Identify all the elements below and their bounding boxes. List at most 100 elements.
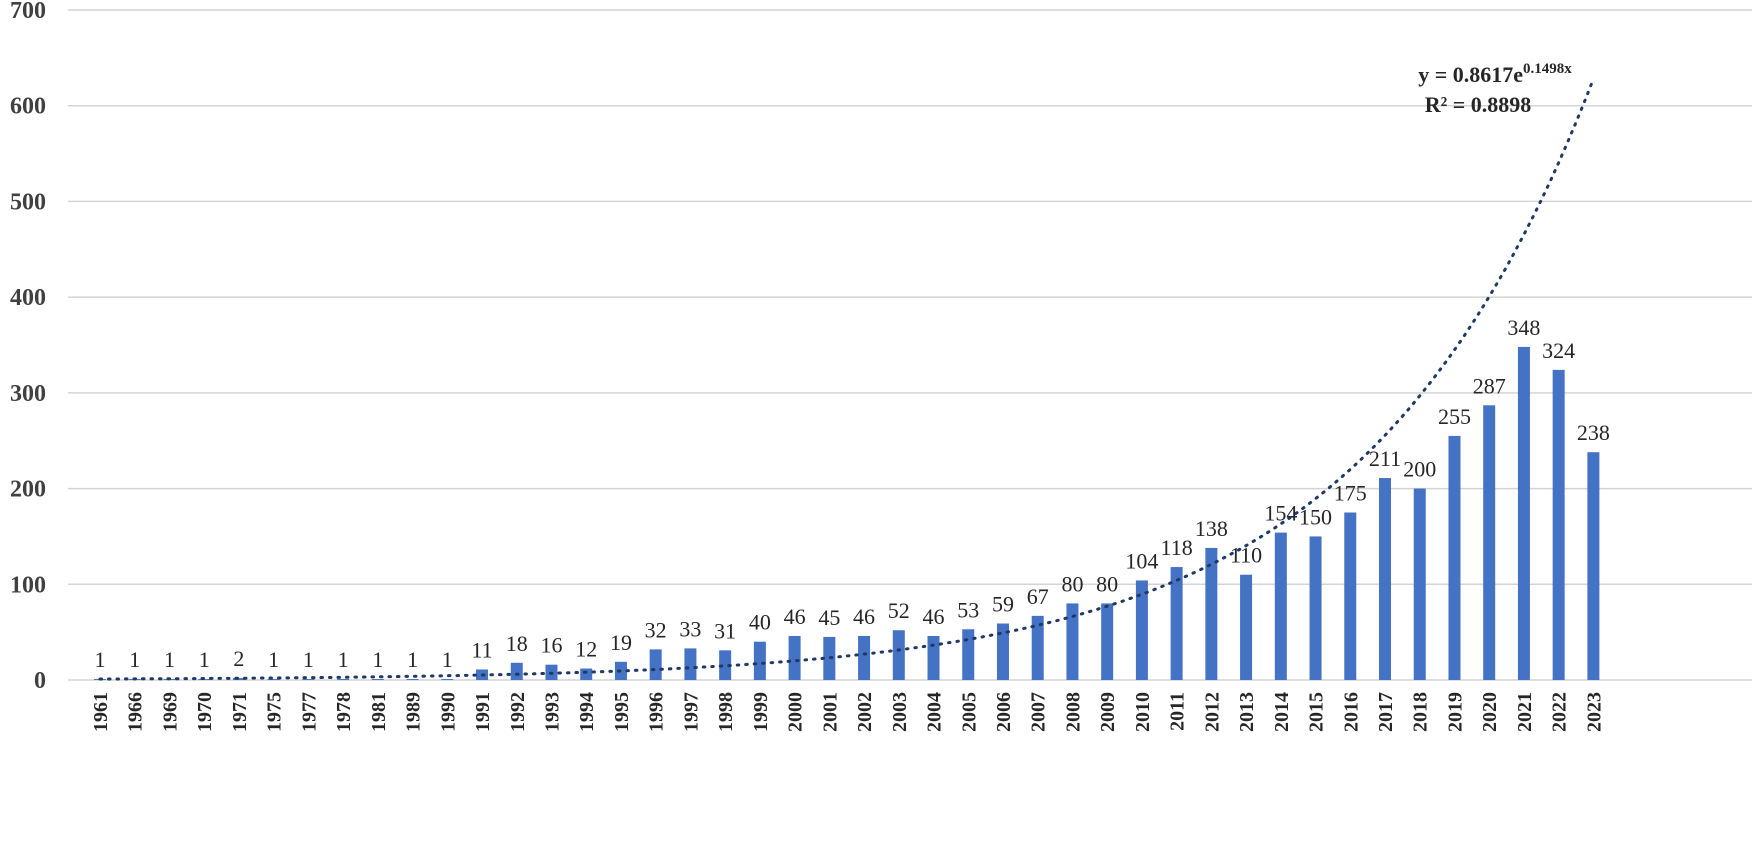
data-label: 46 <box>784 604 806 629</box>
data-label: 46 <box>853 604 875 629</box>
data-label: 138 <box>1195 516 1228 541</box>
bar <box>684 648 697 680</box>
data-label: 1 <box>199 647 210 672</box>
bar <box>753 641 766 680</box>
data-label: 175 <box>1334 481 1367 506</box>
data-label: 40 <box>749 610 771 635</box>
y-tick-label: 700 <box>10 0 46 24</box>
data-label: 104 <box>1125 548 1158 573</box>
x-tick-label: 2003 <box>889 692 911 732</box>
trendline-equation-exponent: 0.1498x <box>1523 61 1572 77</box>
x-tick-label: 2017 <box>1375 692 1397 732</box>
data-label: 1 <box>442 647 453 672</box>
bar <box>1517 346 1530 680</box>
x-tick-label: 2014 <box>1271 692 1293 732</box>
x-tick-label: 1998 <box>715 692 737 732</box>
x-tick-label: 1961 <box>90 692 112 732</box>
bar <box>1413 488 1426 680</box>
x-tick-label: 2000 <box>785 692 807 732</box>
bar <box>1587 452 1600 680</box>
bar <box>996 623 1009 680</box>
data-label: 59 <box>992 592 1014 617</box>
x-tick-label: 1997 <box>680 692 702 732</box>
trendline-equation-base: y = 0.8617e <box>1418 62 1523 87</box>
x-tick-label: 2008 <box>1062 692 1084 732</box>
bar <box>302 679 315 680</box>
bar <box>1552 369 1565 680</box>
data-label: 46 <box>923 604 945 629</box>
x-tick-label: 1970 <box>194 692 216 732</box>
data-label: 12 <box>575 637 597 662</box>
x-tick-label: 2007 <box>1028 692 1050 732</box>
bar <box>1135 580 1148 680</box>
bar <box>232 678 245 680</box>
data-label: 1 <box>372 647 383 672</box>
data-label: 1 <box>164 647 175 672</box>
data-labels: 1 1 1 1 2 1 1 1 1 1 1 11 18 16 12 19 32 33 31 40 46 45 46 52 46 5… <box>95 315 1610 672</box>
data-label: 80 <box>1061 571 1083 596</box>
data-label: 11 <box>471 637 492 662</box>
x-tick-label: 2021 <box>1514 692 1536 732</box>
data-label: 33 <box>679 616 701 641</box>
x-axis-ticks: 1961 1966 1969 1970 1971 1975 1977 1978 1981 1989… <box>90 692 1605 732</box>
bar <box>1274 532 1287 680</box>
x-tick-label: 2016 <box>1340 692 1362 732</box>
x-tick-label: 1969 <box>159 692 181 732</box>
data-label: 19 <box>610 630 632 655</box>
gridlines <box>68 9 1752 681</box>
x-tick-label: 1977 <box>298 692 320 732</box>
data-label: 348 <box>1507 315 1540 340</box>
bar <box>892 630 905 680</box>
x-tick-label: 2009 <box>1097 692 1119 732</box>
data-label: 53 <box>957 597 979 622</box>
data-label: 200 <box>1403 457 1436 482</box>
data-label: 324 <box>1542 338 1575 363</box>
data-label: 238 <box>1577 420 1610 445</box>
data-label: 1 <box>338 647 349 672</box>
bar <box>1240 574 1253 680</box>
x-tick-label: 2012 <box>1201 692 1223 732</box>
x-tick-label: 1994 <box>576 692 598 732</box>
bar <box>1448 435 1461 680</box>
data-label: 2 <box>233 646 244 671</box>
x-tick-label: 2022 <box>1549 692 1571 732</box>
y-tick-label: 500 <box>10 189 46 215</box>
x-tick-label: 1993 <box>541 692 563 732</box>
trendline <box>98 77 1595 681</box>
data-label: 18 <box>506 631 528 656</box>
x-tick-label: 2023 <box>1583 692 1605 732</box>
bar <box>788 635 801 680</box>
data-label: 255 <box>1438 404 1471 429</box>
bar <box>927 635 940 680</box>
x-tick-label: 1989 <box>403 692 425 732</box>
bar <box>719 650 732 680</box>
bar <box>649 649 662 680</box>
bars <box>94 346 1600 680</box>
data-label: 1 <box>407 647 418 672</box>
x-tick-label: 2011 <box>1167 692 1189 731</box>
bar <box>1309 536 1322 680</box>
data-label: 1 <box>129 647 140 672</box>
data-label: 80 <box>1096 571 1118 596</box>
bar <box>267 679 280 680</box>
bar <box>441 679 454 680</box>
y-tick-label: 600 <box>10 94 46 120</box>
bar <box>1031 615 1044 680</box>
y-tick-label: 200 <box>10 477 46 503</box>
x-tick-label: 2001 <box>819 692 841 732</box>
x-tick-label: 2013 <box>1236 692 1258 732</box>
x-tick-label: 1966 <box>125 692 147 732</box>
data-label: 16 <box>540 633 562 658</box>
data-label: 211 <box>1369 446 1401 471</box>
x-tick-label: 2005 <box>958 692 980 732</box>
bar <box>858 635 871 680</box>
data-label: 287 <box>1473 373 1506 398</box>
data-label: 154 <box>1264 501 1297 526</box>
x-tick-label: 2002 <box>854 692 876 732</box>
x-tick-label: 1999 <box>750 692 772 732</box>
data-label: 52 <box>888 598 910 623</box>
x-tick-label: 2010 <box>1132 692 1154 732</box>
data-label: 1 <box>95 647 106 672</box>
bar <box>962 629 975 680</box>
